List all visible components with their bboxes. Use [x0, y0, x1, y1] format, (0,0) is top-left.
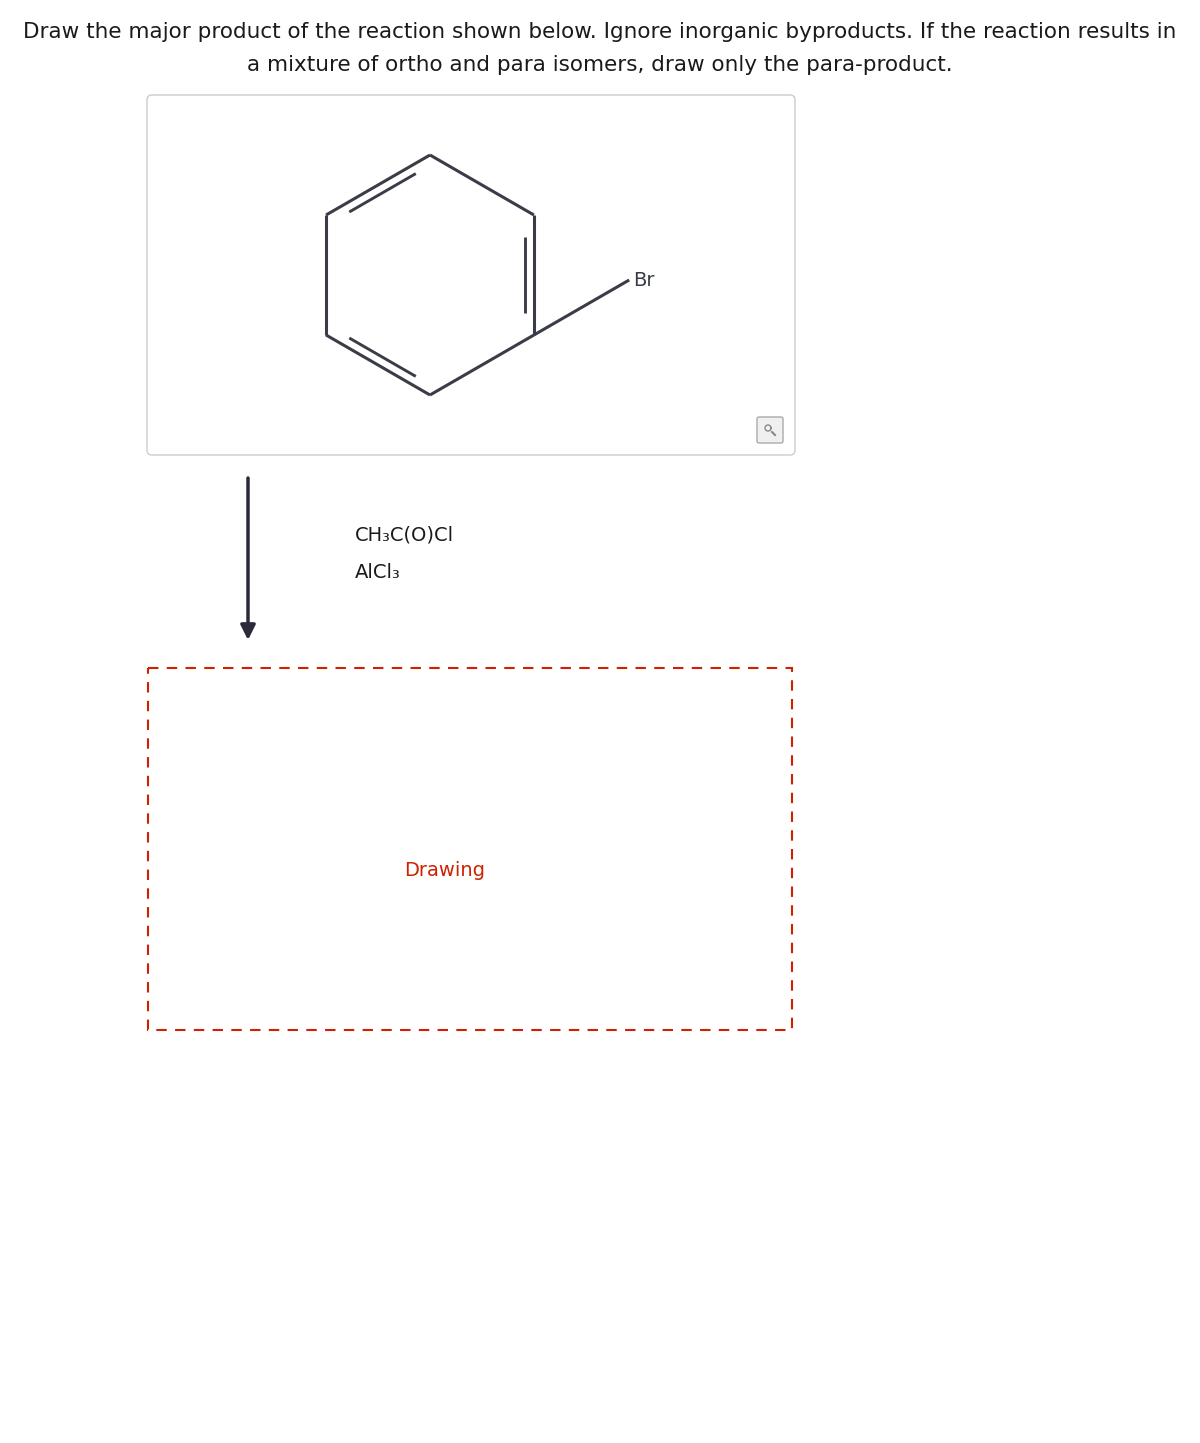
Text: Draw the major product of the reaction shown below. Ignore inorganic byproducts.: Draw the major product of the reaction s…	[23, 22, 1177, 42]
Text: CH₃C(O)Cl: CH₃C(O)Cl	[355, 525, 454, 544]
Text: Drawing: Drawing	[403, 861, 485, 880]
Bar	[148, 668, 792, 1030]
FancyBboxPatch shape	[148, 95, 796, 455]
FancyBboxPatch shape	[757, 417, 784, 443]
Text: AlCl₃: AlCl₃	[355, 564, 401, 583]
Text: a mixture of ortho and para isomers, draw only the para-product.: a mixture of ortho and para isomers, dra…	[247, 55, 953, 75]
Text: Br: Br	[634, 270, 655, 290]
